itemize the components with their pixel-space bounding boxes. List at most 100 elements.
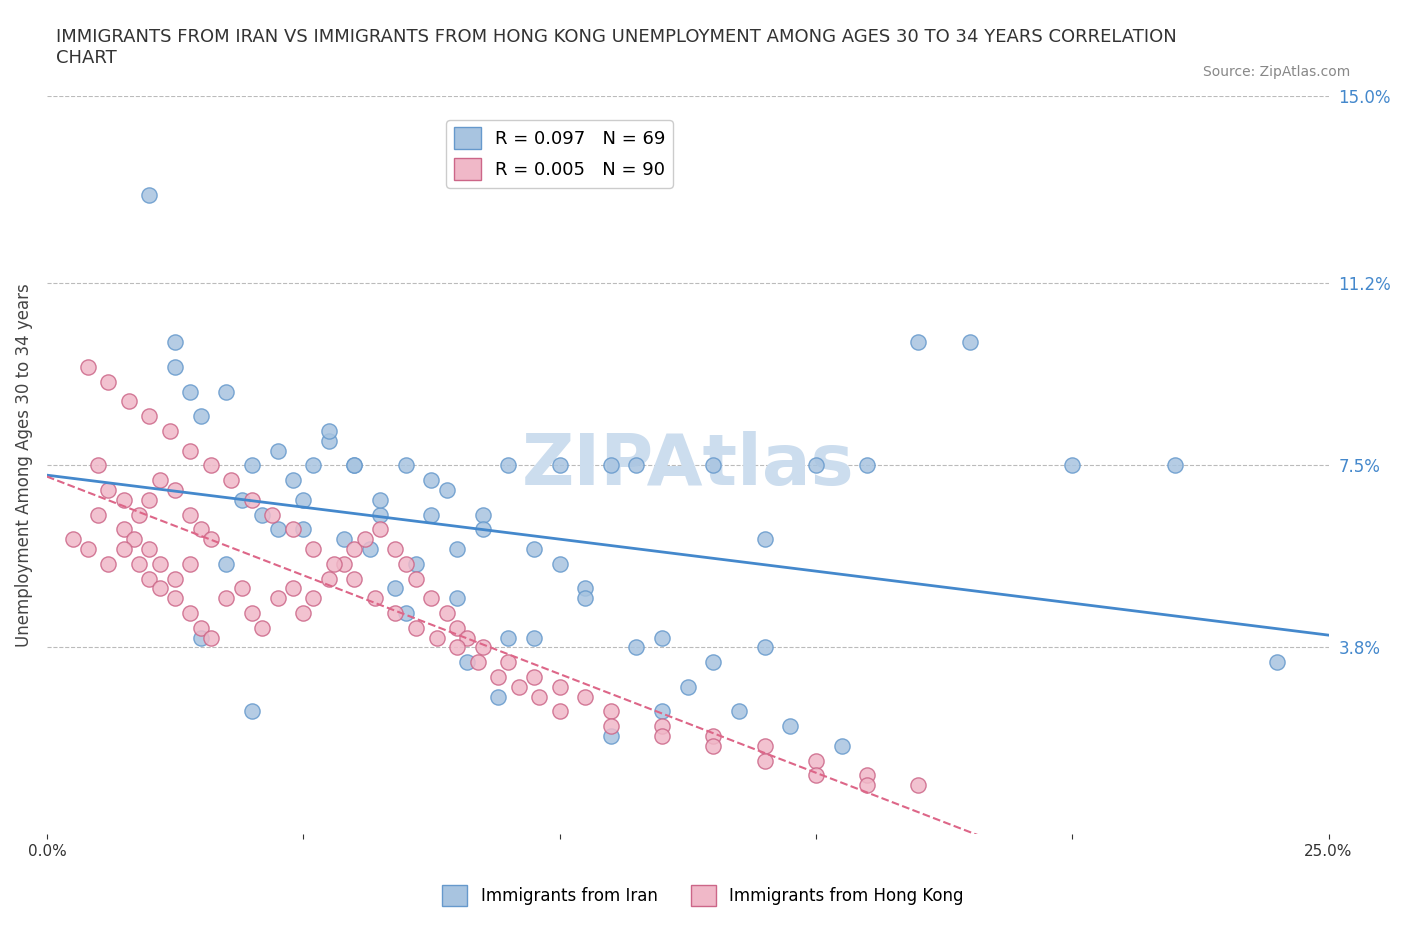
Point	[250, 620, 273, 635]
Point	[62, 532, 84, 547]
Point	[343, 458, 366, 472]
Point	[318, 571, 340, 586]
Point	[292, 493, 315, 508]
Point	[165, 360, 187, 375]
Point	[149, 581, 172, 596]
Point	[599, 704, 621, 719]
Point	[165, 571, 187, 586]
Point	[574, 591, 596, 605]
Point	[676, 680, 699, 695]
Point	[281, 522, 304, 537]
Point	[856, 777, 879, 792]
Point	[702, 655, 724, 670]
Point	[1062, 458, 1084, 472]
Point	[266, 591, 288, 605]
Point	[190, 620, 212, 635]
Point	[599, 719, 621, 734]
Point	[318, 423, 340, 438]
Point	[112, 522, 135, 537]
Point	[907, 335, 929, 350]
Point	[498, 458, 520, 472]
Point	[574, 581, 596, 596]
Point	[626, 458, 648, 472]
Point	[486, 670, 509, 684]
Point	[240, 605, 263, 620]
Point	[266, 522, 288, 537]
Point	[446, 541, 468, 556]
Point	[359, 541, 381, 556]
Point	[333, 532, 356, 547]
Legend: Immigrants from Iran, Immigrants from Hong Kong: Immigrants from Iran, Immigrants from Ho…	[436, 879, 970, 912]
Point	[471, 522, 494, 537]
Point	[128, 507, 150, 522]
Point	[498, 655, 520, 670]
Point	[118, 394, 141, 409]
Point	[159, 423, 181, 438]
Point	[128, 556, 150, 571]
Point	[702, 738, 724, 753]
Point	[959, 335, 981, 350]
Point	[138, 493, 160, 508]
Point	[200, 532, 222, 547]
Point	[179, 556, 201, 571]
Point	[364, 591, 387, 605]
Point	[574, 689, 596, 704]
Point	[456, 631, 478, 645]
Point	[754, 738, 776, 753]
Point	[250, 507, 273, 522]
Point	[498, 631, 520, 645]
Point	[179, 507, 201, 522]
Legend: R = 0.097   N = 69, R = 0.005   N = 90: R = 0.097 N = 69, R = 0.005 N = 90	[446, 120, 672, 188]
Point	[384, 605, 406, 620]
Point	[138, 187, 160, 202]
Point	[804, 768, 827, 783]
Point	[97, 556, 120, 571]
Point	[446, 620, 468, 635]
Point	[231, 493, 253, 508]
Point	[302, 591, 325, 605]
Point	[200, 631, 222, 645]
Point	[353, 532, 375, 547]
Point	[651, 631, 673, 645]
Point	[138, 409, 160, 424]
Point	[508, 680, 530, 695]
Point	[97, 375, 120, 390]
Point	[138, 571, 160, 586]
Point	[149, 556, 172, 571]
Point	[702, 458, 724, 472]
Point	[1265, 655, 1288, 670]
Point	[599, 458, 621, 472]
Point	[486, 689, 509, 704]
Point	[831, 738, 853, 753]
Point	[471, 507, 494, 522]
Point	[856, 768, 879, 783]
Point	[728, 704, 751, 719]
Point	[302, 458, 325, 472]
Point	[240, 493, 263, 508]
Point	[425, 631, 447, 645]
Point	[368, 493, 391, 508]
Point	[149, 472, 172, 487]
Point	[446, 640, 468, 655]
Point	[190, 631, 212, 645]
Point	[368, 522, 391, 537]
Point	[179, 384, 201, 399]
Point	[395, 458, 418, 472]
Point	[856, 458, 879, 472]
Point	[333, 556, 356, 571]
Point	[190, 409, 212, 424]
Point	[240, 458, 263, 472]
Point	[446, 591, 468, 605]
Point	[165, 591, 187, 605]
Point	[292, 605, 315, 620]
Point	[384, 581, 406, 596]
Point	[651, 728, 673, 743]
Point	[754, 753, 776, 768]
Point	[548, 458, 571, 472]
Point	[405, 556, 427, 571]
Point	[281, 472, 304, 487]
Point	[97, 483, 120, 498]
Point	[281, 581, 304, 596]
Text: IMMIGRANTS FROM IRAN VS IMMIGRANTS FROM HONG KONG UNEMPLOYMENT AMONG AGES 30 TO : IMMIGRANTS FROM IRAN VS IMMIGRANTS FROM …	[56, 28, 1177, 67]
Point	[323, 556, 346, 571]
